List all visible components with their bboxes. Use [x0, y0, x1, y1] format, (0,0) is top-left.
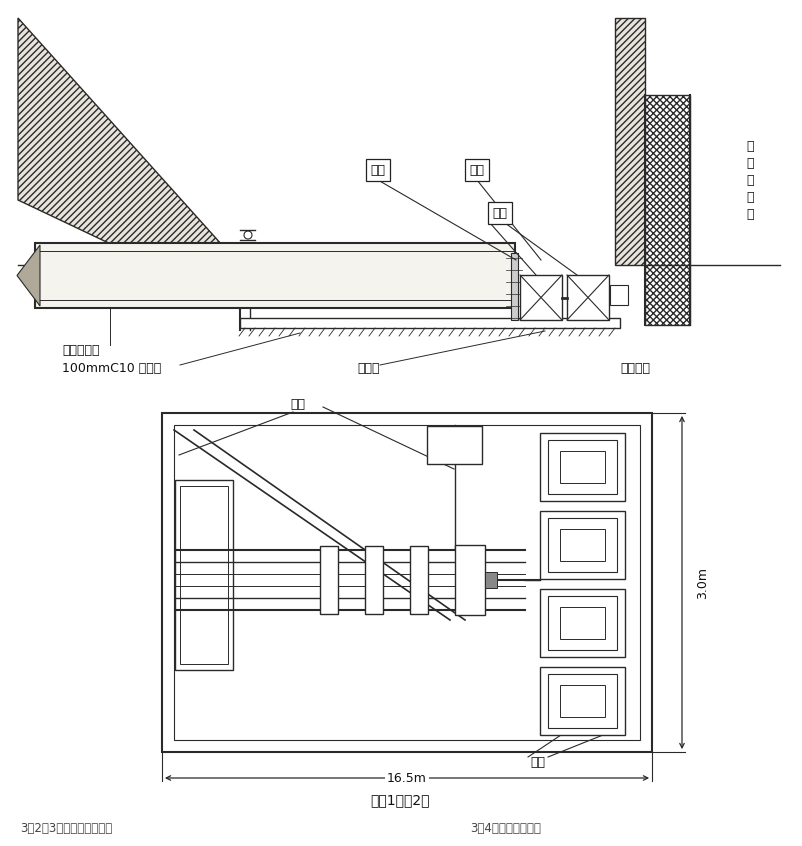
Bar: [560, 451, 605, 483]
Polygon shape: [645, 95, 690, 325]
Bar: [560, 607, 605, 639]
Polygon shape: [17, 245, 40, 306]
Text: 千斤顶: 千斤顶: [357, 361, 379, 375]
Bar: [520, 275, 562, 320]
Bar: [180, 486, 228, 664]
Text: 3．4砼管道顶进施工: 3．4砼管道顶进施工: [470, 821, 541, 834]
Bar: [427, 426, 482, 464]
Bar: [560, 685, 605, 717]
Bar: [548, 596, 617, 650]
Bar: [560, 529, 605, 561]
Text: 横铁: 横铁: [530, 755, 545, 768]
Text: 3．2．3混凝土管质量控制: 3．2．3混凝土管质量控制: [20, 821, 112, 834]
Polygon shape: [18, 18, 240, 265]
Bar: [365, 546, 383, 614]
Bar: [548, 674, 617, 728]
Bar: [35, 243, 515, 308]
Text: 环铁: 环铁: [371, 163, 386, 177]
Text: 3.0m: 3.0m: [696, 567, 709, 598]
Bar: [175, 480, 233, 670]
Polygon shape: [615, 18, 645, 265]
Bar: [320, 546, 338, 614]
Text: 原
状
土
靠
背: 原 状 土 靠 背: [746, 140, 754, 221]
Text: 16.5m: 16.5m: [387, 772, 427, 784]
Bar: [485, 572, 497, 588]
Text: 高压油泵: 高压油泵: [620, 361, 650, 375]
Text: 100mmC10 混凝土: 100mmC10 混凝土: [62, 361, 161, 375]
Bar: [540, 511, 625, 579]
Bar: [455, 545, 485, 615]
Bar: [610, 285, 628, 305]
Text: 横铁: 横铁: [492, 206, 508, 219]
Bar: [548, 440, 617, 494]
Bar: [240, 318, 620, 328]
Text: 混凝土套管: 混凝土套管: [62, 343, 99, 356]
Bar: [540, 589, 625, 657]
Bar: [567, 275, 609, 320]
Text: 轨道: 轨道: [290, 398, 306, 410]
Bar: [540, 433, 625, 501]
Text: （图1、图2）: （图1、图2）: [371, 793, 430, 807]
Bar: [511, 253, 518, 320]
Bar: [174, 425, 640, 740]
Bar: [162, 413, 652, 752]
Bar: [548, 518, 617, 572]
Bar: [410, 546, 428, 614]
Bar: [540, 667, 625, 735]
Text: 顶铁: 顶铁: [469, 163, 484, 177]
